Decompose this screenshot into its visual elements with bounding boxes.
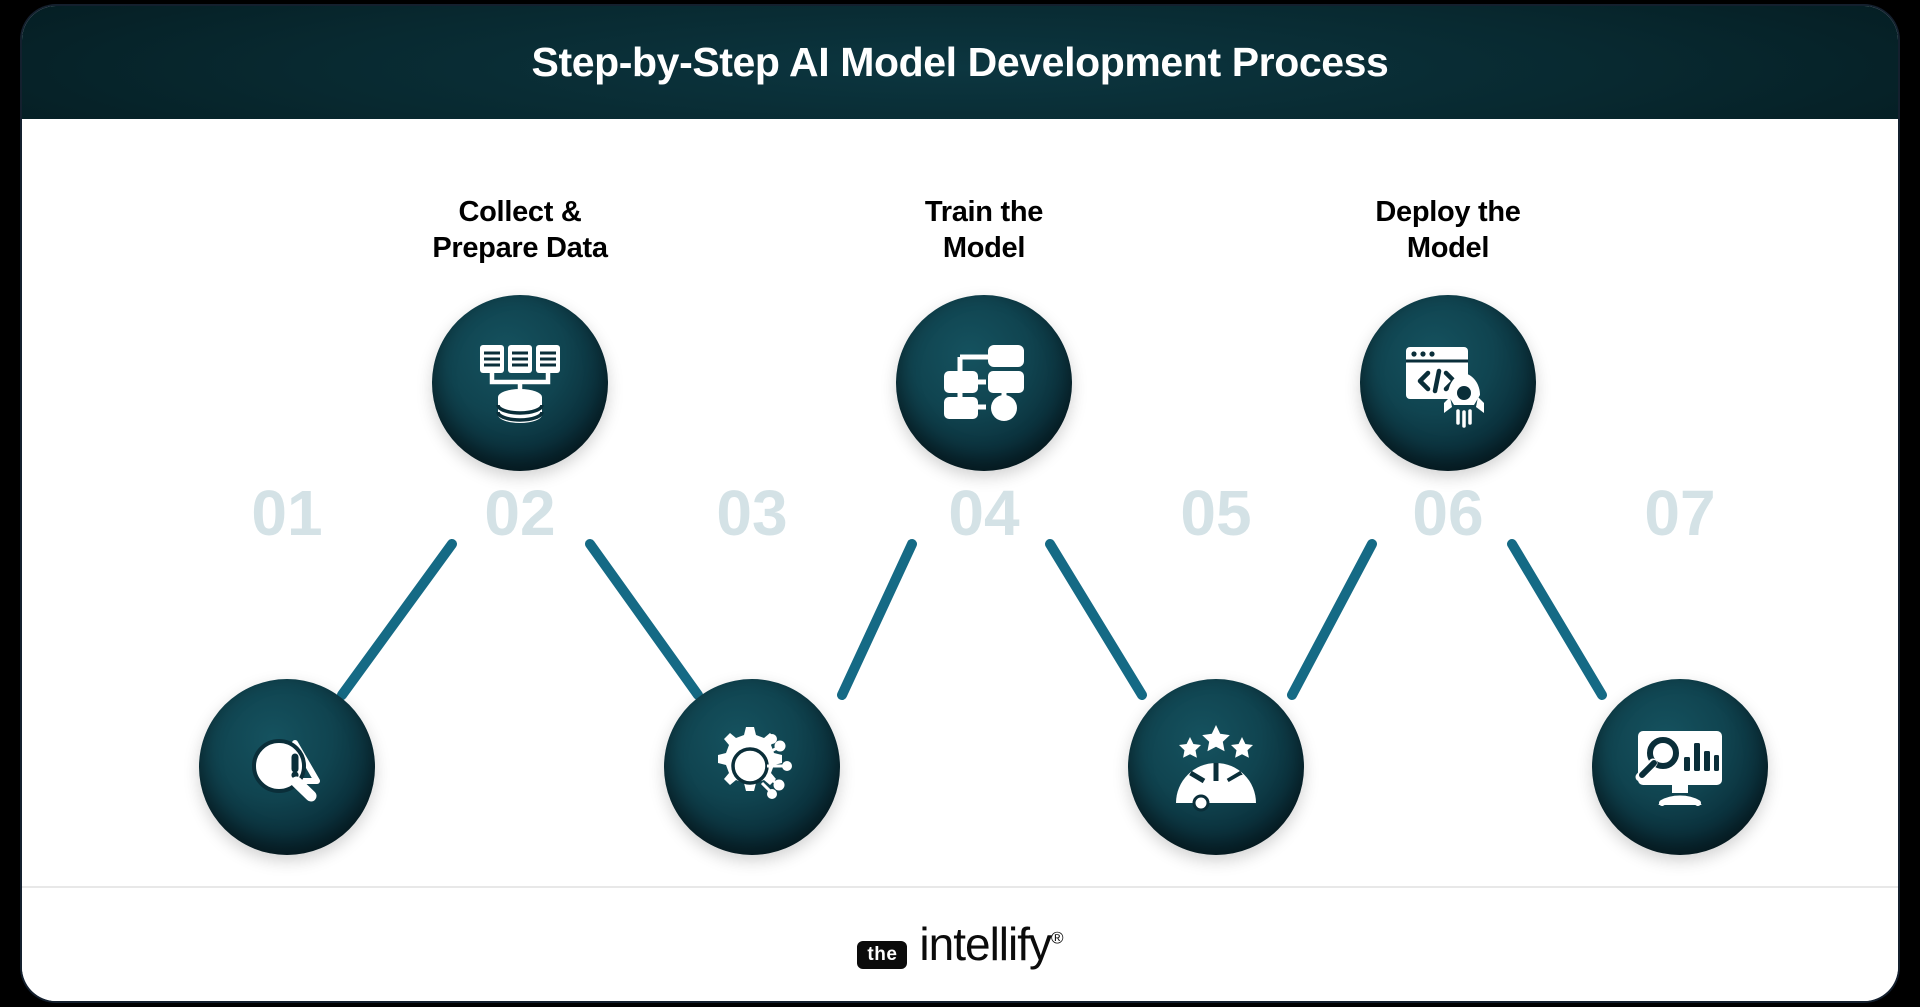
- logo-the-badge: the: [857, 940, 908, 969]
- step-icon-bubble-07[interactable]: [1592, 679, 1768, 855]
- step-number-05: 05: [1180, 477, 1252, 549]
- step-label-02: Collect & Prepare Data: [432, 196, 608, 265]
- step-icon-bubble-05[interactable]: [1128, 679, 1304, 855]
- gauge-stars-icon: [1176, 725, 1256, 812]
- step-node-06[interactable]: Deploy the Model: [1360, 196, 1536, 471]
- step-label-06: Deploy the Model: [1375, 196, 1521, 265]
- step-node-07[interactable]: Monitor & Improve: [1592, 679, 1768, 950]
- step-number-07: 07: [1644, 477, 1716, 549]
- step-node-01[interactable]: Define the Problem: [199, 679, 375, 950]
- code-window-rocket-icon: [1406, 347, 1484, 428]
- connector-lines: [337, 539, 1607, 700]
- page-title: Step-by-Step AI Model Development Proces…: [531, 39, 1389, 85]
- step-number-04: 04: [948, 477, 1020, 549]
- step-number-01: 01: [251, 477, 323, 549]
- logo-name-text: intellify: [919, 917, 1052, 970]
- step-icon-bubble-03[interactable]: [664, 679, 840, 855]
- data-collection-database-icon: [480, 345, 560, 423]
- gear-network-icon: [718, 727, 792, 799]
- flowchart-nodes-icon: [944, 345, 1024, 421]
- step-node-04[interactable]: Train the Model: [896, 196, 1072, 471]
- step-label-04: Train the Model: [924, 196, 1044, 265]
- monitor-analytics-icon: [1635, 731, 1722, 806]
- header-banner: Step-by-Step AI Model Development Proces…: [22, 6, 1898, 119]
- logo-wordmark: intellify®: [919, 917, 1063, 970]
- step-icon-bubble-06[interactable]: [1360, 295, 1536, 471]
- step-icon-bubble-01[interactable]: [199, 679, 375, 855]
- logo-registered-mark: ®: [1051, 928, 1063, 948]
- step-number-06: 06: [1412, 477, 1484, 549]
- process-diagram: 01 02 03 04 05 06 07 Define: [22, 119, 1898, 950]
- intellify-logo[interactable]: the intellify®: [857, 917, 1064, 970]
- step-icon-bubble-04[interactable]: [896, 295, 1072, 471]
- infographic-card: Step-by-Step AI Model Development Proces…: [22, 6, 1898, 1001]
- footer-bar: the intellify®: [22, 886, 1898, 1001]
- step-node-02[interactable]: Collect & Prepare Data: [432, 196, 608, 471]
- step-icon-bubble-02[interactable]: [432, 295, 608, 471]
- step-node-03[interactable]: Choose the Right Algorithm: [634, 679, 870, 950]
- magnifier-warning-icon: [252, 739, 320, 802]
- step-node-05[interactable]: Evaluate & Test: [1128, 679, 1304, 950]
- step-number-03: 03: [716, 477, 788, 549]
- step-number-02: 02: [484, 477, 556, 549]
